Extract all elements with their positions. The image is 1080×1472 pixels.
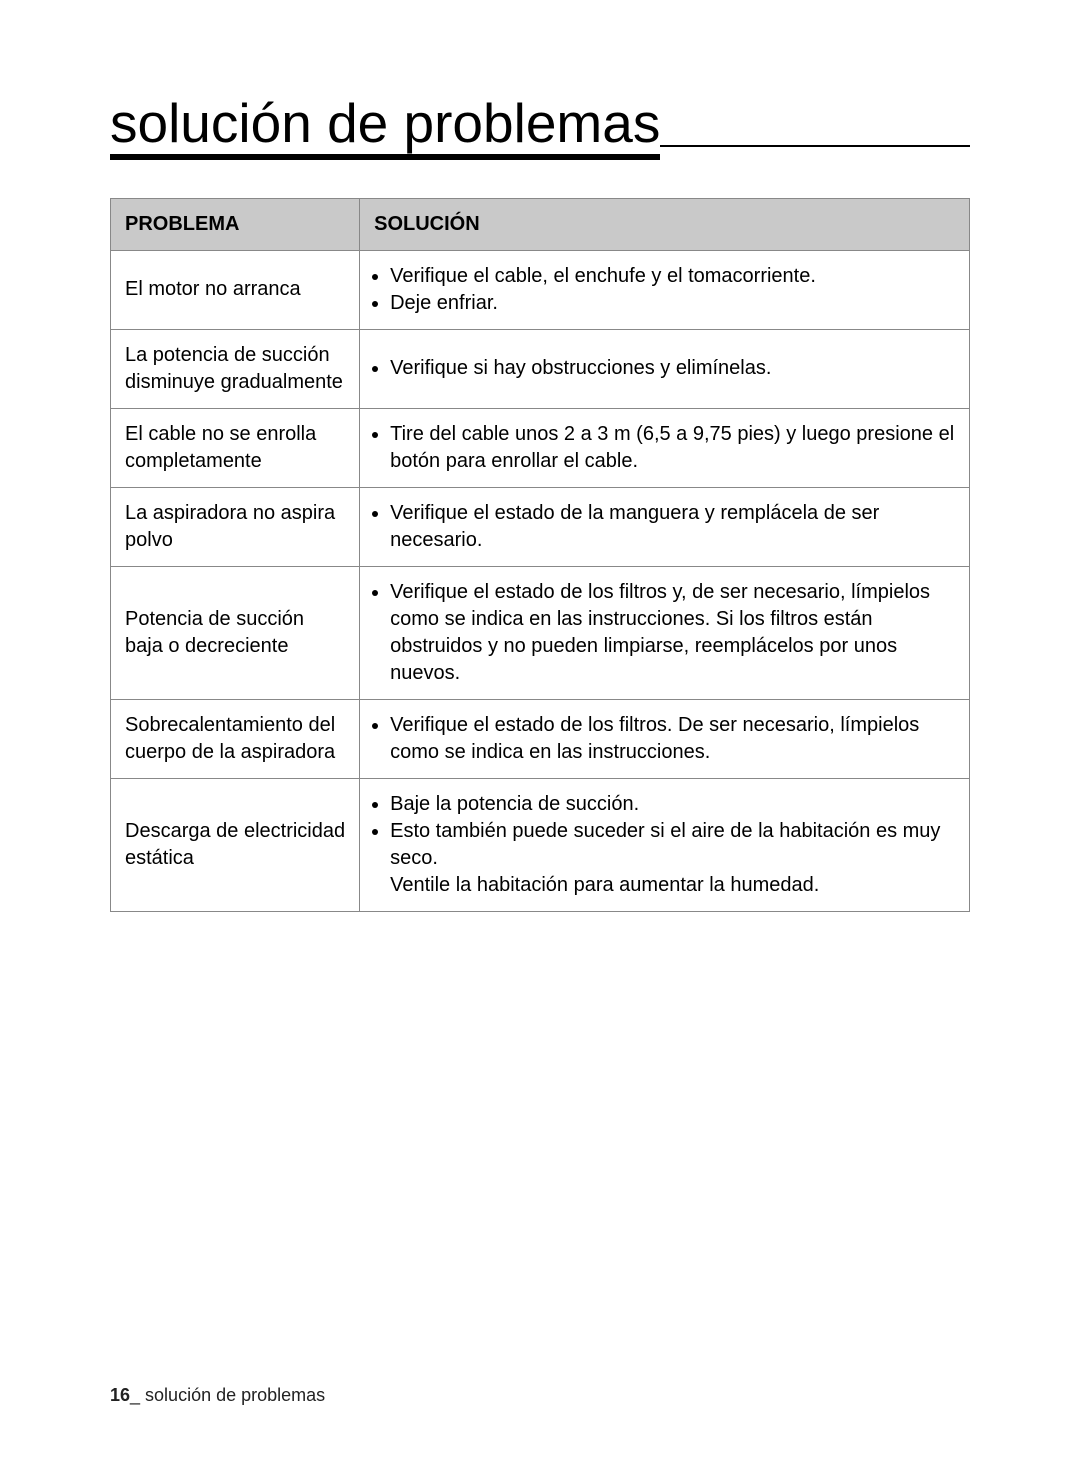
solution-item: Tire del cable unos 2 a 3 m (6,5 a 9,75 …	[390, 421, 955, 475]
problem-cell: Potencia de succión baja o decreciente	[111, 566, 360, 699]
problem-cell: La potencia de succión disminuye gradual…	[111, 329, 360, 408]
problem-cell: El cable no se enrolla completamente	[111, 408, 360, 487]
page-footer: 16_ solución de problemas	[110, 1385, 325, 1406]
solution-cell: Tire del cable unos 2 a 3 m (6,5 a 9,75 …	[360, 408, 970, 487]
problem-cell: Sobrecalentamiento del cuerpo de la aspi…	[111, 699, 360, 778]
solution-cell: Verifique el cable, el enchufe y el toma…	[360, 250, 970, 329]
solution-list: Verifique el estado de los filtros. De s…	[374, 712, 955, 766]
header-problem: PROBLEMA	[111, 198, 360, 250]
solution-item: Esto también puede suceder si el aire de…	[390, 818, 955, 872]
title-wrap: solución de problemas	[110, 95, 970, 153]
solution-item: Verifique el estado de los filtros y, de…	[390, 579, 955, 687]
page-title: solución de problemas	[110, 92, 660, 160]
troubleshooting-table: PROBLEMA SOLUCIÓN El motor no arranca Ver…	[110, 198, 970, 912]
solution-cell: Verifique el estado de los filtros. De s…	[360, 699, 970, 778]
solution-item: Deje enfriar.	[390, 290, 955, 317]
table-body: El motor no arranca Verifique el cable, e…	[111, 250, 970, 911]
solution-cell: Verifique si hay obstrucciones y elimíne…	[360, 329, 970, 408]
table-header-row: PROBLEMA SOLUCIÓN	[111, 198, 970, 250]
table-row: Descarga de electricidad estáticaBaje la…	[111, 778, 970, 911]
solution-cell: Verifique el estado de los filtros y, de…	[360, 566, 970, 699]
solution-list: Verifique el estado de los filtros y, de…	[374, 579, 955, 687]
solution-list: Verifique el estado de la manguera y rem…	[374, 500, 955, 554]
table-row: La potencia de succión disminuye gradual…	[111, 329, 970, 408]
solution-item: Verifique si hay obstrucciones y elimíne…	[390, 355, 955, 382]
solution-cell: Baje la potencia de succión.Esto también…	[360, 778, 970, 911]
problem-cell: La aspiradora no aspira polvo	[111, 487, 360, 566]
document-page: solución de problemas PROBLEMA SOLUCIÓN …	[0, 0, 1080, 1472]
problem-cell: El motor no arranca	[111, 250, 360, 329]
solution-trailing: Ventile la habitación para aumentar la h…	[374, 872, 955, 899]
solution-item: Verifique el cable, el enchufe y el toma…	[390, 263, 955, 290]
table-row: La aspiradora no aspira polvo Verifique e…	[111, 487, 970, 566]
solution-cell: Verifique el estado de la manguera y rem…	[360, 487, 970, 566]
solution-list: Verifique el cable, el enchufe y el toma…	[374, 263, 955, 317]
solution-item: Verifique el estado de los filtros. De s…	[390, 712, 955, 766]
page-number: 16	[110, 1385, 130, 1405]
table-row: Potencia de succión baja o decreciente Ve…	[111, 566, 970, 699]
solution-item: Baje la potencia de succión.	[390, 791, 955, 818]
solution-item: Verifique el estado de la manguera y rem…	[390, 500, 955, 554]
solution-list: Tire del cable unos 2 a 3 m (6,5 a 9,75 …	[374, 421, 955, 475]
table-row: El cable no se enrolla completamente Tire…	[111, 408, 970, 487]
problem-cell: Descarga de electricidad estática	[111, 778, 360, 911]
table-row: El motor no arranca Verifique el cable, e…	[111, 250, 970, 329]
solution-list: Baje la potencia de succión.Esto también…	[374, 791, 955, 872]
footer-sep: _	[130, 1385, 145, 1405]
header-solution: SOLUCIÓN	[360, 198, 970, 250]
solution-list: Verifique si hay obstrucciones y elimíne…	[374, 355, 955, 382]
table-row: Sobrecalentamiento del cuerpo de la aspi…	[111, 699, 970, 778]
footer-section: solución de problemas	[145, 1385, 325, 1405]
